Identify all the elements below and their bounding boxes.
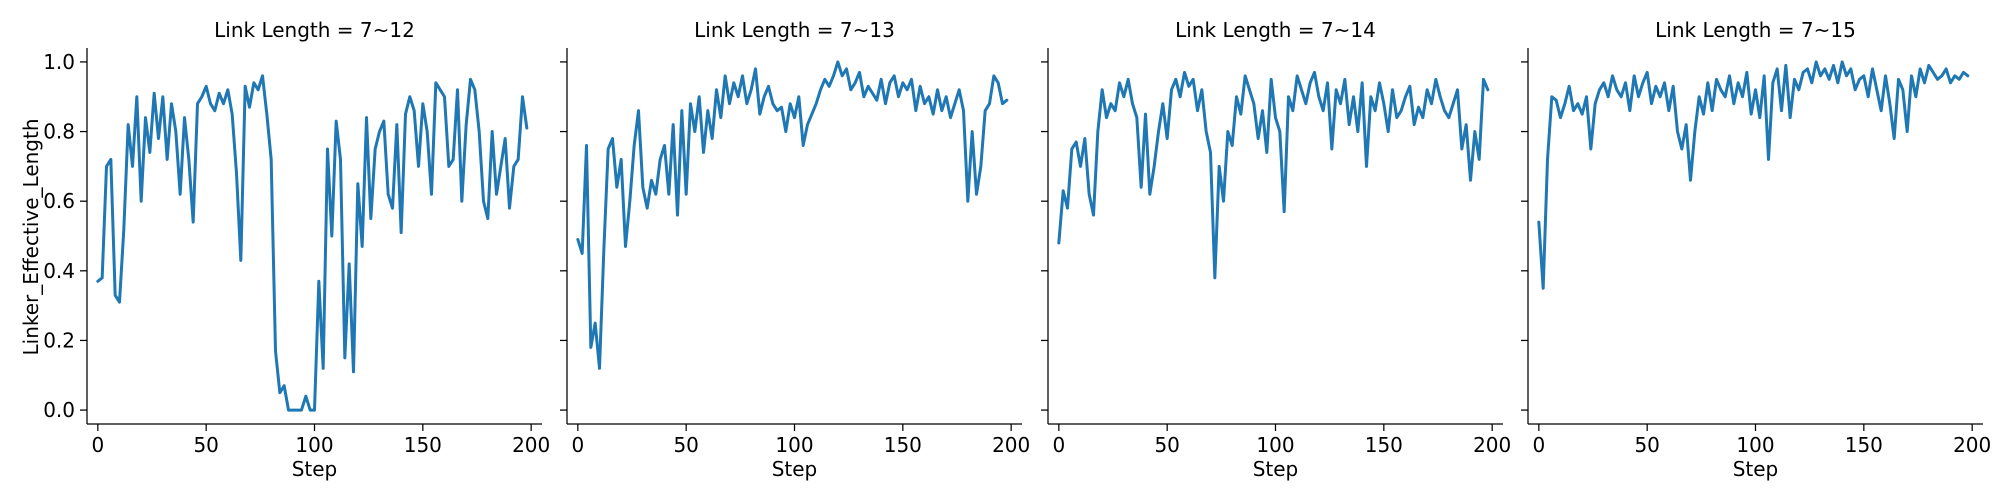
- chart-panel-2: Link Length = 7~13 0 50 100 150 200 Step: [560, 18, 1030, 481]
- x-tick-label: 200: [1473, 433, 1511, 457]
- x-tick-label: 100: [1736, 433, 1774, 457]
- x-tick-label: 150: [404, 433, 442, 457]
- x-tick-label: 50: [1154, 433, 1179, 457]
- y-tick-label: 0.0: [43, 398, 75, 422]
- x-tick-label: 150: [884, 433, 922, 457]
- x-tick-label: 0: [571, 433, 584, 457]
- y-tick-label: 0.4: [43, 259, 75, 283]
- panel-title: Link Length = 7~12: [214, 18, 415, 42]
- y-tick-label: 0.6: [43, 189, 75, 213]
- x-tick-label: 150: [1845, 433, 1883, 457]
- y-tick-label: 0.8: [43, 120, 75, 144]
- x-tick-label: 100: [775, 433, 813, 457]
- chart-panels: Link Length = 7~12 0.0 0.2 0.4 0.6 0.8 1.0 0 50 1…: [43, 18, 1991, 481]
- x-tick-label: 100: [1256, 433, 1294, 457]
- series-line: [96, 74, 529, 412]
- chart-panel-4: Link Length = 7~15 0 50 100 150 200 Step: [1521, 18, 1991, 481]
- x-axis-title: Step: [1733, 457, 1779, 481]
- x-tick-label: 200: [992, 433, 1030, 457]
- x-tick-label: 0: [91, 433, 104, 457]
- x-tick-label: 50: [193, 433, 218, 457]
- x-tick-label: 150: [1365, 433, 1403, 457]
- x-tick-label: 50: [673, 433, 698, 457]
- series-line: [1057, 70, 1490, 280]
- x-tick-label: 200: [1953, 433, 1991, 457]
- x-tick-label: 200: [512, 433, 550, 457]
- x-tick-label: 100: [295, 433, 333, 457]
- y-tick-label: 1.0: [43, 50, 75, 74]
- x-tick-label: 0: [1532, 433, 1545, 457]
- panel-title: Link Length = 7~15: [1655, 18, 1856, 42]
- x-axis-title: Step: [1253, 457, 1299, 481]
- chart-panel-1: Link Length = 7~12 0.0 0.2 0.4 0.6 0.8 1.0 0 50 1…: [43, 18, 550, 481]
- series-line: [1537, 60, 1970, 290]
- series-line: [576, 60, 1009, 370]
- panel-title: Link Length = 7~13: [694, 18, 895, 42]
- x-tick-label: 0: [1052, 433, 1065, 457]
- chart-panel-3: Link Length = 7~14 0 50 100 150 200 Step: [1041, 18, 1511, 481]
- x-axis-title: Step: [772, 457, 818, 481]
- x-tick-label: 50: [1634, 433, 1659, 457]
- y-tick-label: 0.2: [43, 328, 75, 352]
- x-axis-title: Step: [292, 457, 338, 481]
- panel-title: Link Length = 7~14: [1175, 18, 1376, 42]
- y-axis-title: Linker_Effective_Length: [19, 118, 43, 355]
